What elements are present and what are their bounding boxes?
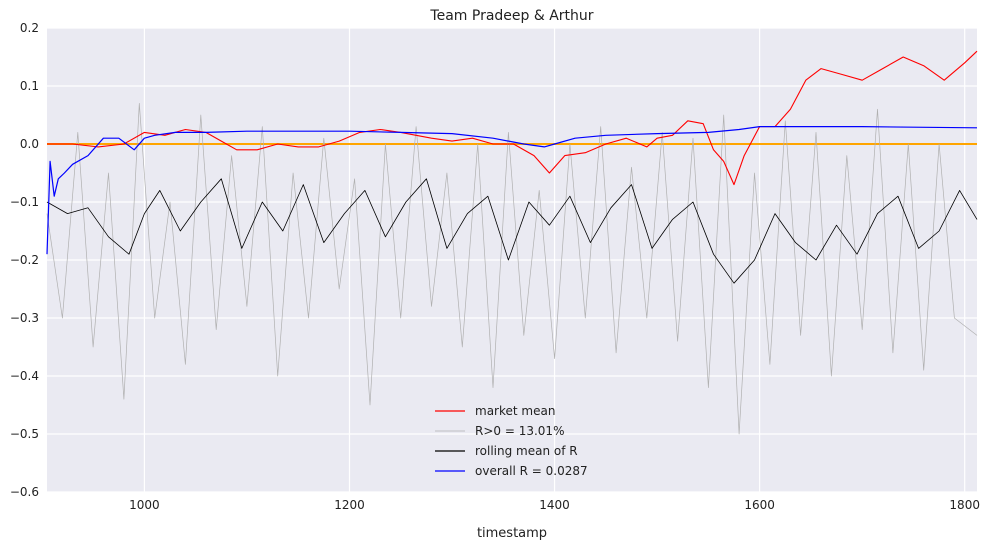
tick-labels: 1000 1200 1400 1600 1800 −0.6 −0.5 −0.4 −0.3 −0.2… [10,21,980,512]
x-tick-label: 1200 [334,498,365,512]
grid [47,27,977,493]
series-line-0 [47,50,978,186]
chart-title: Team Pradeep & Arthur [429,8,593,24]
y-tick-label: −0.3 [10,311,39,325]
y-tick-label: 0.2 [20,21,39,35]
series-line-1 [46,103,978,435]
legend-label: rolling mean of R [475,444,578,458]
legend-label: R>0 = 13.01% [475,424,564,438]
y-tick-label: 0.0 [20,137,39,151]
legend: market mean R>0 = 13.01% rolling mean of R… [435,404,588,478]
x-tick-label: 1600 [744,498,775,512]
y-tick-label: −0.1 [10,195,39,209]
y-tick-label: −0.5 [10,427,39,441]
y-tick-label: −0.2 [10,253,39,267]
y-tick-label: −0.6 [10,485,39,499]
x-tick-label: 1800 [949,498,980,512]
x-axis-label: timestamp [477,526,547,541]
y-tick-label: 0.1 [20,79,39,93]
y-tick-label: −0.4 [10,369,39,383]
legend-label: market mean [475,404,555,418]
x-tick-label: 1400 [539,498,570,512]
series-line-3 [46,126,978,255]
series-line-2 [46,178,978,284]
series-group [46,50,978,435]
legend-label: overall R = 0.0287 [475,464,588,478]
x-tick-label: 1000 [129,498,160,512]
